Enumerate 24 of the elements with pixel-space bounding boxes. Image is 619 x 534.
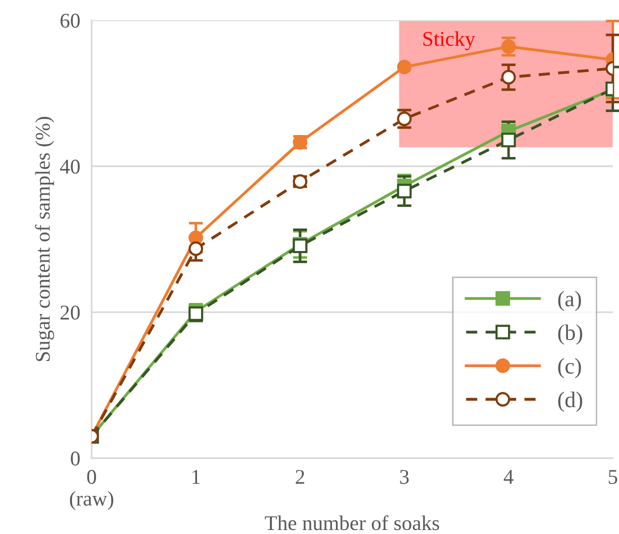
point <box>397 184 412 198</box>
x-axis-title: The number of soaks <box>264 515 440 530</box>
point <box>501 70 516 85</box>
x-tick-label: 2 <box>296 470 304 484</box>
y-tick-label: 40 <box>60 160 80 174</box>
legend-label: (a) <box>558 290 581 311</box>
legend-label: (b) <box>558 324 582 345</box>
legend-label: (c) <box>558 358 581 378</box>
x-tick-label: 5 <box>608 470 618 484</box>
x-tick-label: 3 <box>400 470 409 484</box>
band-label: Sticky <box>423 31 476 50</box>
x-tick-label: 4 <box>504 470 514 484</box>
y-tick-label: 60 <box>60 14 80 28</box>
point <box>501 132 516 148</box>
y-axis-title: Sugar content of samples (%) <box>34 116 54 362</box>
y-tick-label: 20 <box>60 306 80 320</box>
point <box>188 241 204 256</box>
y-tick-label: 0 <box>70 452 80 466</box>
point <box>397 60 412 74</box>
x-tick-label: 1 <box>192 470 200 484</box>
point <box>397 112 412 126</box>
legend-label: (d) <box>558 392 582 412</box>
point <box>501 39 516 54</box>
x-tick-label: 0 (raw) <box>70 470 114 510</box>
